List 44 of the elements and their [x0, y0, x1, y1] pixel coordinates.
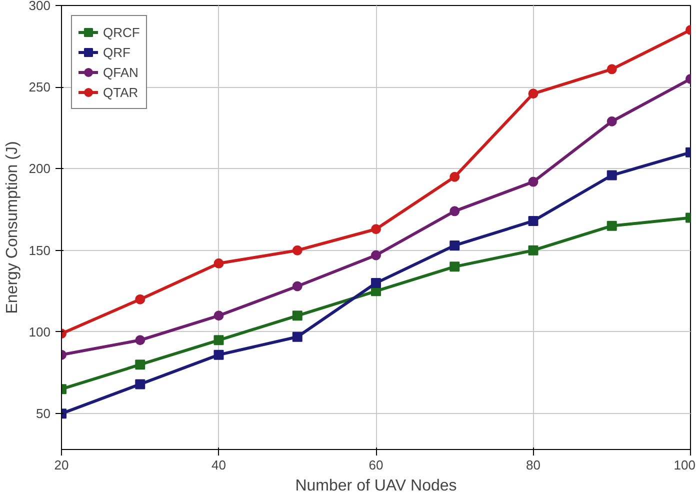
y-axis-title: Energy Consumption (J)	[4, 141, 21, 314]
point	[371, 224, 381, 234]
x-tick-label: 80	[526, 458, 540, 472]
point	[450, 240, 460, 250]
y-tick-label: 50	[36, 406, 51, 422]
point	[135, 360, 146, 370]
y-tick-label: 300	[28, 0, 51, 13]
point	[135, 294, 146, 304]
point	[292, 281, 302, 292]
legend-label: QRCF	[103, 24, 140, 40]
point	[606, 64, 617, 74]
y-tick-label: 250	[28, 80, 51, 95]
point	[135, 335, 146, 346]
point	[292, 245, 302, 256]
point	[214, 310, 224, 321]
x-tick-label: 40	[212, 458, 226, 472]
point	[292, 310, 302, 321]
point	[606, 170, 617, 180]
point	[450, 206, 460, 216]
y-tick-label: 100	[28, 324, 51, 340]
point	[135, 379, 146, 390]
point	[606, 220, 617, 231]
point	[450, 262, 460, 272]
legend-label: QRF	[103, 44, 130, 60]
y-tick-label: 200	[28, 161, 51, 176]
legend-label: QFAN	[103, 64, 138, 80]
point	[528, 176, 538, 187]
point	[214, 258, 224, 268]
x-axis-title: Number of UAV Nodes	[295, 478, 457, 494]
point	[606, 116, 617, 126]
x-tick-label: 100	[674, 458, 696, 472]
point	[528, 245, 538, 256]
point	[292, 332, 302, 342]
point	[528, 88, 538, 99]
legend-label: QTAR	[103, 84, 138, 100]
x-tick-label: 20	[54, 458, 69, 472]
point	[450, 172, 460, 182]
point	[214, 335, 224, 346]
y-tick-label: 150	[28, 242, 51, 258]
point	[214, 350, 224, 360]
point	[371, 278, 381, 288]
point	[371, 250, 381, 260]
point	[528, 216, 538, 226]
x-tick-label: 60	[368, 458, 384, 472]
